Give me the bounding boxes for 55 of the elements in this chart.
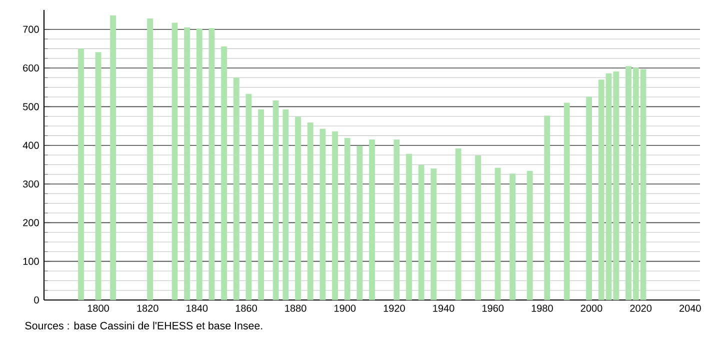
- bar: [475, 155, 482, 300]
- bar: [344, 138, 350, 300]
- y-tick-label: 700: [23, 26, 39, 33]
- bar: [586, 96, 592, 300]
- bar: [494, 168, 501, 300]
- bar: [544, 116, 550, 300]
- bar: [184, 27, 190, 300]
- bar: [258, 109, 264, 300]
- y-tick-label: 0: [34, 296, 39, 304]
- x-tick-label: 1980: [532, 304, 553, 312]
- bar: [272, 100, 279, 300]
- bar: [356, 146, 363, 300]
- bar: [295, 116, 301, 300]
- bar: [246, 94, 252, 300]
- bar: [430, 168, 437, 300]
- x-tick-label: 1900: [334, 304, 356, 312]
- y-tick-label: 200: [23, 219, 39, 226]
- bar: [418, 165, 424, 300]
- x-tick-label: 1940: [433, 304, 454, 312]
- bar: [78, 48, 84, 300]
- bar: [406, 154, 412, 300]
- bar: [307, 122, 314, 300]
- x-tick-label: 1880: [285, 304, 306, 312]
- x-tick-label: 1840: [186, 304, 208, 312]
- bar: [147, 18, 154, 300]
- bar: [526, 170, 533, 300]
- x-tick-label: 1860: [236, 304, 257, 312]
- bar: [320, 128, 326, 300]
- bar: [455, 148, 462, 300]
- bar: [564, 102, 570, 300]
- x-tick-label: 2020: [630, 304, 652, 312]
- bar: [369, 140, 375, 300]
- bar: [332, 131, 338, 300]
- x-tick-label: 1960: [482, 304, 504, 312]
- x-tick-label: 2000: [580, 304, 602, 312]
- y-tick-label: 500: [23, 103, 39, 110]
- bar: [510, 174, 516, 300]
- x-tick-label: 1820: [137, 304, 158, 312]
- bar: [95, 52, 102, 300]
- y-tick-label: 300: [22, 180, 39, 188]
- bar: [110, 15, 116, 300]
- bar: [233, 78, 240, 300]
- source-note: Sources : base Cassini de l'EHESS et base Insee.: [25, 322, 262, 330]
- bar: [394, 140, 400, 300]
- bar: [172, 22, 178, 300]
- y-tick-label: 100: [23, 258, 39, 265]
- y-tick-label: 600: [23, 64, 39, 72]
- y-tick-label: 400: [22, 142, 39, 149]
- x-tick-label: 2040: [680, 304, 701, 312]
- bar: [221, 46, 227, 300]
- x-tick-label: 1920: [384, 304, 405, 312]
- bar: [208, 28, 215, 300]
- x-tick-label: 1800: [88, 304, 109, 312]
- bar: [282, 109, 289, 300]
- bar: [196, 28, 202, 300]
